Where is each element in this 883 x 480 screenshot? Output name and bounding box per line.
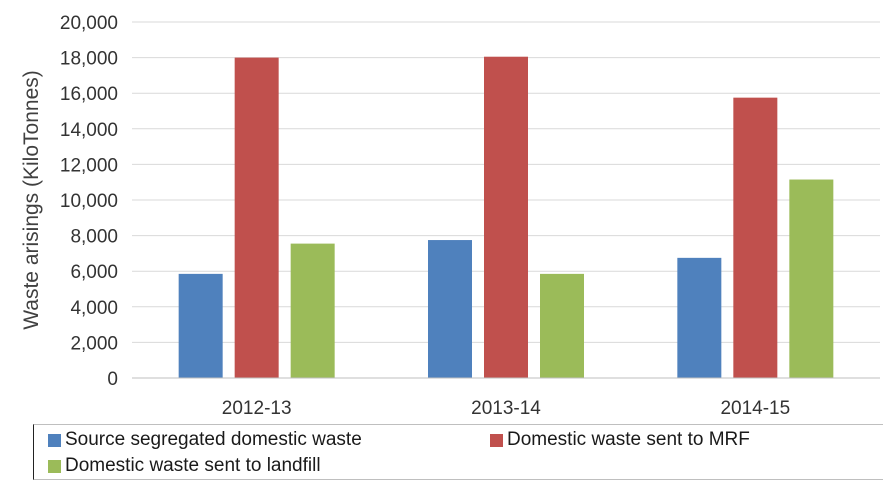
bar-2013-14-series-2 — [540, 273, 584, 378]
y-tick-label: 2,000 — [70, 333, 118, 354]
bar-2012-13-series-0 — [178, 273, 223, 378]
legend-swatch-blue — [48, 433, 61, 447]
y-tick-label: 0 — [107, 369, 118, 390]
bar-2012-13-series-1 — [234, 57, 279, 378]
bar-2013-14-series-0 — [428, 240, 472, 378]
y-tick-label: 16,000 — [60, 84, 118, 105]
y-tick-label: 12,000 — [60, 155, 118, 176]
y-tick-label: 8,000 — [70, 227, 118, 248]
x-tick-label: 2012-13 — [222, 398, 292, 419]
y-tick-label: 10,000 — [60, 191, 118, 212]
legend-label: Domestic waste sent to MRF — [507, 429, 750, 450]
legend-item-source-segregated: Source segregated domestic waste — [48, 429, 362, 451]
x-axis-tick-labels: 2012-13 2013-14 2014-15 — [222, 398, 790, 419]
legend-swatch-red — [490, 433, 503, 447]
legend-item-landfill: Domestic waste sent to landfill — [48, 455, 321, 477]
x-tick-label: 2013-14 — [471, 398, 541, 419]
chart-plot-area: 0 2,000 4,000 6,000 8,000 10,000 12,000 14,000 1… — [20, 13, 880, 419]
y-tick-label: 18,000 — [60, 49, 118, 70]
y-tick-label: 4,000 — [70, 298, 118, 319]
legend-swatch-green — [48, 459, 61, 473]
legend-label: Source segregated domestic waste — [65, 429, 362, 450]
legend-item-mrf: Domestic waste sent to MRF — [490, 429, 750, 451]
bars — [178, 56, 834, 379]
y-tick-label: 20,000 — [60, 13, 118, 34]
bar-2012-13-series-2 — [290, 243, 335, 378]
y-axis-title: Waste arisings (KiloTonnes) — [20, 70, 43, 330]
chart-legend: Source segregated domestic waste Domesti… — [33, 424, 883, 480]
y-tick-label: 6,000 — [70, 262, 118, 283]
y-tick-label: 14,000 — [60, 120, 118, 141]
x-tick-label: 2014-15 — [720, 398, 790, 419]
legend-label: Domestic waste sent to landfill — [65, 455, 321, 476]
y-axis-tick-labels: 0 2,000 4,000 6,000 8,000 10,000 12,000 14,000 1… — [60, 13, 118, 390]
bar-2014-15-series-1 — [733, 97, 778, 379]
bar-2014-15-series-0 — [677, 257, 722, 378]
bar-2013-14-series-1 — [484, 56, 528, 379]
bar-2014-15-series-2 — [789, 179, 834, 378]
